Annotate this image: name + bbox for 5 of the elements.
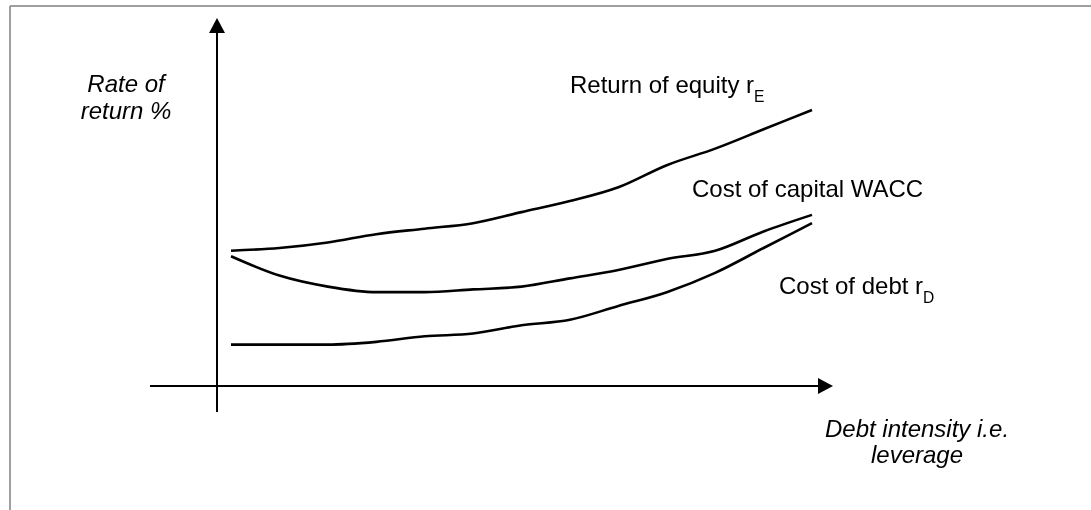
y-axis-title: Rate of return % bbox=[80, 70, 172, 124]
x-axis-title: Debt intensity i.e. leverage bbox=[824, 415, 1010, 468]
series-label: Return of equity r$_{E}$ bbox=[570, 71, 765, 105]
series-label: Cost of capital WACC bbox=[692, 174, 924, 202]
series-label: Cost of debt r$_{D}$ bbox=[779, 272, 935, 306]
